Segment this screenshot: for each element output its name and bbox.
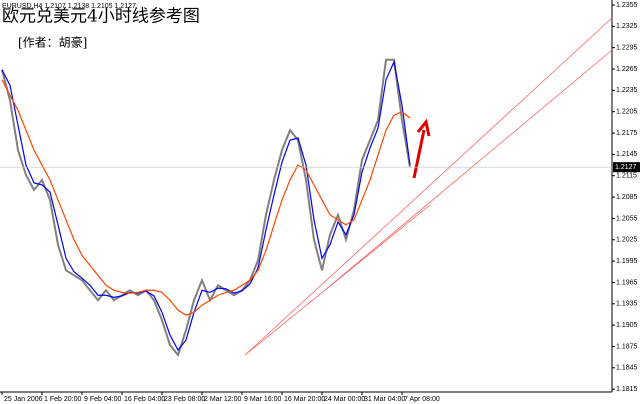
y-tick-label: 1.2325 xyxy=(616,23,638,30)
y-tick-label: 1.1845 xyxy=(616,365,638,372)
x-tick-label: 9 Feb 04:00 xyxy=(84,396,121,403)
y-tick-label: 1.1935 xyxy=(616,301,638,308)
x-tick-label: 2 Mar 12:00 xyxy=(204,396,241,403)
chart-subtitle: [作者：胡豪] xyxy=(18,35,87,50)
trend-line xyxy=(244,17,613,356)
y-tick-label: 1.2025 xyxy=(616,237,638,244)
y-tick-label: 1.1875 xyxy=(616,343,638,350)
x-tick-label: 31 Mar 04:00 xyxy=(364,396,405,403)
chart-title: 欧元兑美元4小时线参考图 xyxy=(2,7,200,27)
x-tick-label: 24 Mar 00:00 xyxy=(324,396,365,403)
last-price-box xyxy=(613,162,640,173)
trend-line xyxy=(244,204,431,356)
arrow xyxy=(412,129,426,179)
y-tick-label: 1.1965 xyxy=(616,279,638,286)
x-tick-label: 7 Apr 08:00 xyxy=(404,396,440,403)
y-tick-label: 1.2175 xyxy=(616,130,638,137)
y-tick-label: 1.2205 xyxy=(616,109,638,116)
trend-line xyxy=(324,49,613,291)
x-tick-label: 25 Jan 2006 xyxy=(4,396,43,403)
y-tick-label: 1.1995 xyxy=(616,258,638,265)
y-tick-label: 1.2085 xyxy=(616,194,638,201)
symbol-info: EURUSD,H4 1.2107 1.2138 1.2105 1.2127 xyxy=(2,3,136,10)
y-tick-label: 1.2355 xyxy=(616,2,638,9)
x-tick-label: 16 Feb 04:00 xyxy=(124,396,165,403)
y-tick-label: 1.2265 xyxy=(616,66,638,73)
y-tick-label: 1.1815 xyxy=(616,386,638,393)
y-tick-label: 1.2145 xyxy=(616,151,638,158)
arrow-head xyxy=(416,118,431,137)
y-tick-label: 1.2115 xyxy=(616,173,637,180)
x-tick-label: 1 Feb 20:00 xyxy=(44,396,81,403)
y-tick-label: 1.1905 xyxy=(616,322,638,329)
price-line xyxy=(1,79,411,316)
y-tick-label: 1.2235 xyxy=(616,87,638,94)
y-tick-label: 1.2055 xyxy=(616,215,638,222)
x-tick-label: 16 Mar 20:00 xyxy=(284,396,325,403)
last-price-label: 1.2127 xyxy=(615,164,637,171)
x-tick-label: 23 Feb 08:00 xyxy=(164,396,205,403)
y-tick-label: 1.2295 xyxy=(616,45,638,52)
price-line xyxy=(1,58,411,358)
x-tick-label: 9 Mar 16:00 xyxy=(244,396,281,403)
price-line xyxy=(1,59,411,352)
